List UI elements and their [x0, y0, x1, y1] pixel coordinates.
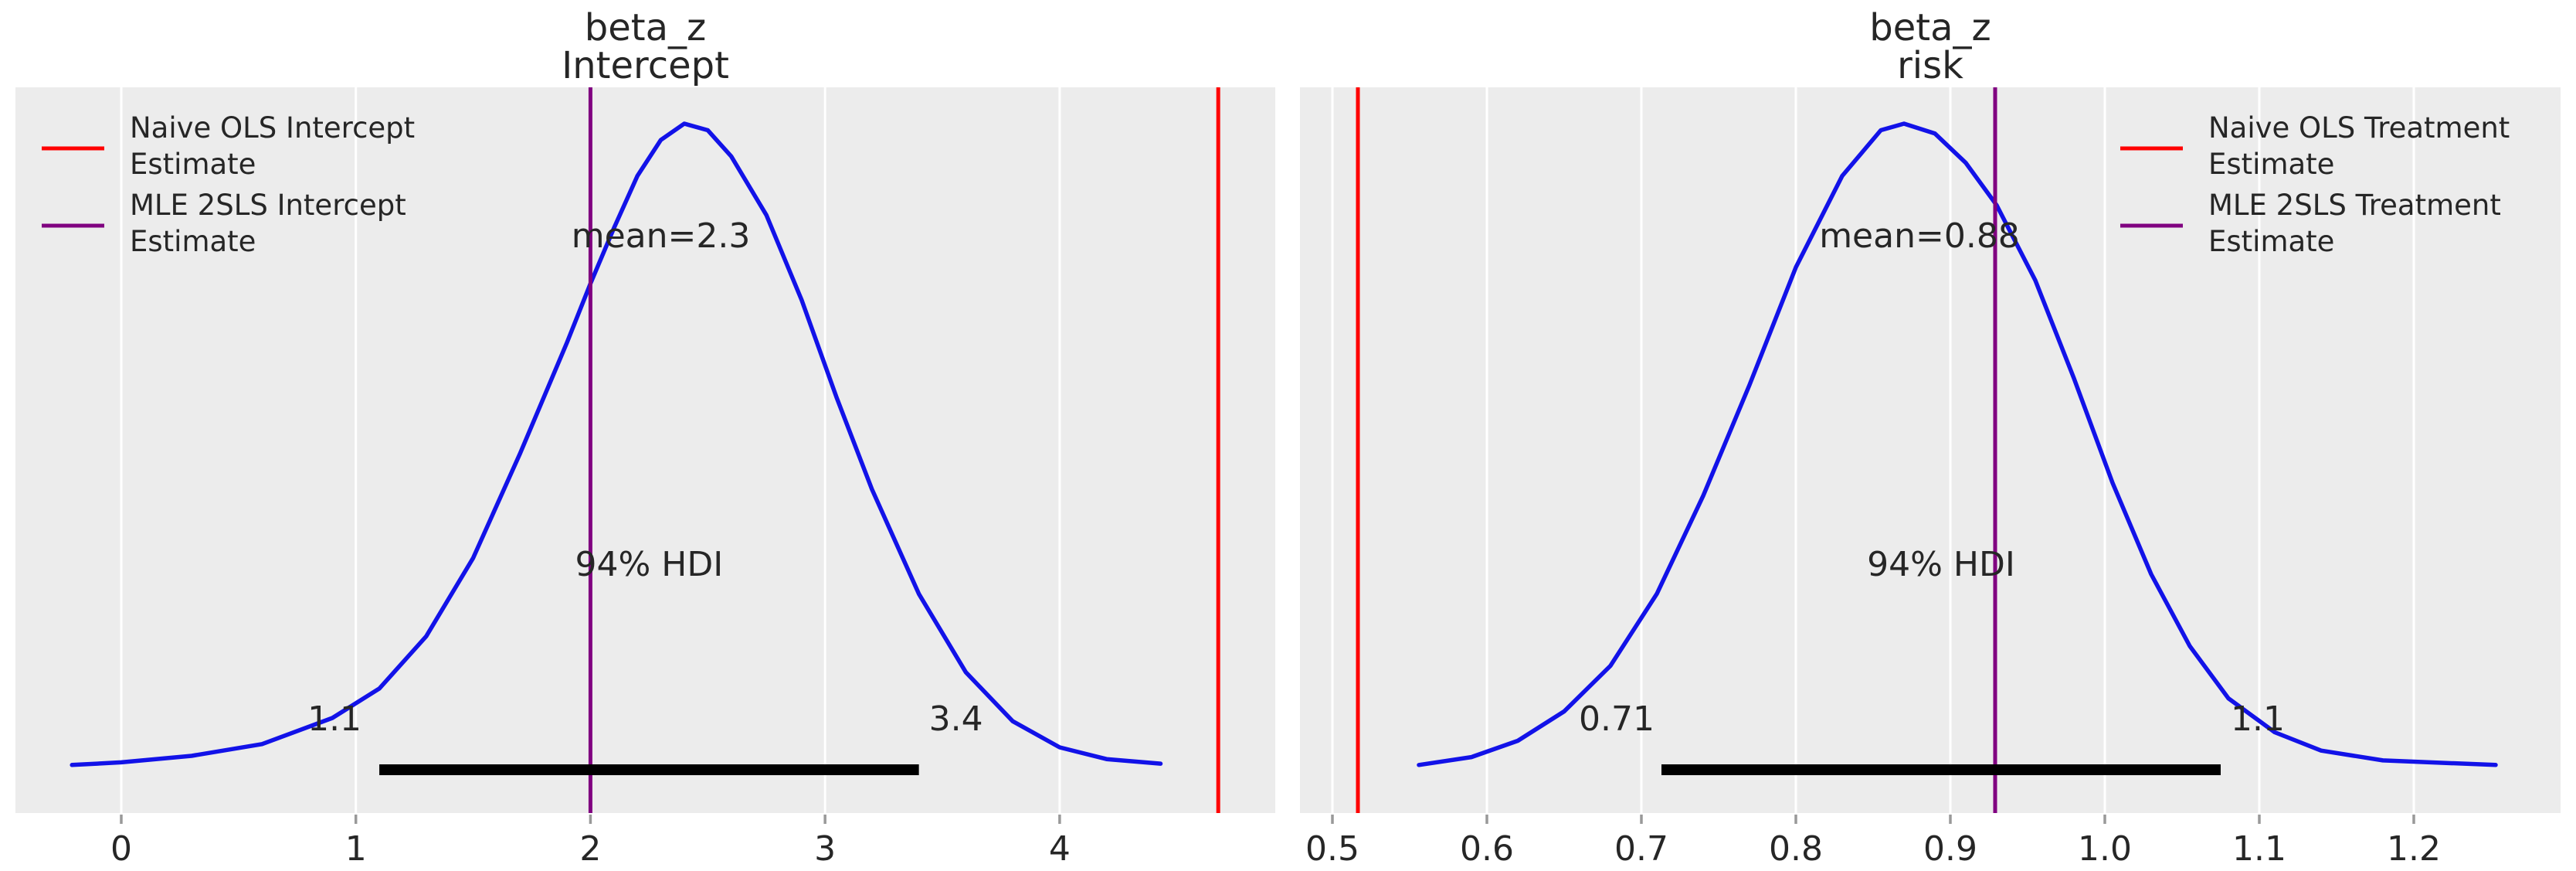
x-tick-label: 0.7 [1614, 829, 1668, 869]
hdi-bar [379, 764, 919, 775]
x-tick-label: 1.2 [2387, 829, 2441, 869]
kde-curve [70, 121, 1163, 767]
x-tick-label: 0 [110, 829, 132, 869]
hdi-lower-label: 1.1 [307, 699, 361, 739]
mean-label: mean=0.88 [1819, 216, 2020, 256]
hdi-text: 94% HDI [575, 545, 723, 584]
x-tick-label: 1 [345, 829, 367, 869]
hdi-bar [1661, 764, 2221, 775]
hdi-upper-label: 1.1 [2231, 699, 2285, 739]
axes-background [15, 87, 1275, 813]
legend-label-naive-ols-line2: Estimate [130, 148, 256, 181]
legend-label-naive-ols-line1: Naive OLS Intercept [130, 111, 415, 145]
legend-label-mle-2sls-line2: Estimate [130, 225, 256, 258]
subplot-title-line1: beta_z [1869, 6, 1991, 49]
x-tick-label: 0.9 [1923, 829, 1977, 869]
x-tick-label: 3 [814, 829, 836, 869]
x-tick-label: 2 [579, 829, 601, 869]
x-tick-label: 0.8 [1769, 829, 1823, 869]
axes-background [1300, 87, 2561, 813]
legend-label-mle-2sls-line1: MLE 2SLS Intercept [130, 189, 406, 222]
subplot-title-line2: Intercept [562, 44, 729, 87]
subplot-title-line2: risk [1897, 44, 1963, 87]
legend-label-naive-ols-line2: Estimate [2208, 148, 2334, 181]
mean-label: mean=2.3 [572, 216, 751, 256]
subplot-title-line1: beta_z [585, 6, 706, 49]
x-tick-label: 0.6 [1460, 829, 1514, 869]
hdi-text: 94% HDI [1867, 545, 2015, 584]
legend-label-naive-ols-line1: Naive OLS Treatment [2208, 111, 2510, 145]
x-tick-label: 1.1 [2232, 829, 2286, 869]
legend-label-mle-2sls-line2: Estimate [2208, 225, 2334, 258]
legend-label-mle-2sls-line1: MLE 2SLS Treatment [2208, 189, 2501, 222]
hdi-lower-label: 0.71 [1579, 699, 1655, 739]
kde-curve [1417, 121, 2498, 767]
x-tick-label: 0.5 [1305, 829, 1359, 869]
x-tick-label: 1.0 [2078, 829, 2132, 869]
hdi-upper-label: 3.4 [929, 699, 983, 739]
x-tick-label: 4 [1049, 829, 1071, 869]
